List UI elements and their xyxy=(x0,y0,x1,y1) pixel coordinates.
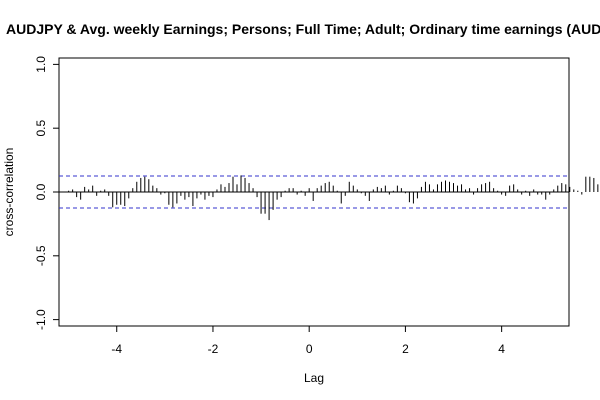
y-tick-label: 0.5 xyxy=(34,120,48,137)
x-axis: -4 -2 0 2 4 xyxy=(111,326,505,356)
x-tick-label: -2 xyxy=(208,342,219,356)
x-tick-label: 0 xyxy=(306,342,313,356)
y-axis: -1.0 -0.5 0.0 0.5 1.0 xyxy=(34,56,59,330)
y-tick-label: -1.0 xyxy=(34,309,48,330)
y-tick-label: 0.0 xyxy=(34,183,48,200)
chart-title: AUDJPY & Avg. weekly Earnings; Persons; … xyxy=(6,21,600,37)
x-tick-label: 4 xyxy=(498,342,505,356)
y-tick-label: -0.5 xyxy=(34,245,48,266)
x-tick-label: 2 xyxy=(402,342,409,356)
y-tick-label: 1.0 xyxy=(34,56,48,73)
x-axis-label: Lag xyxy=(304,371,324,385)
x-tick-label: -4 xyxy=(111,342,122,356)
y-axis-label: cross-correlation xyxy=(2,148,16,237)
confidence-bounds xyxy=(59,175,569,209)
correlation-bars xyxy=(68,175,599,221)
